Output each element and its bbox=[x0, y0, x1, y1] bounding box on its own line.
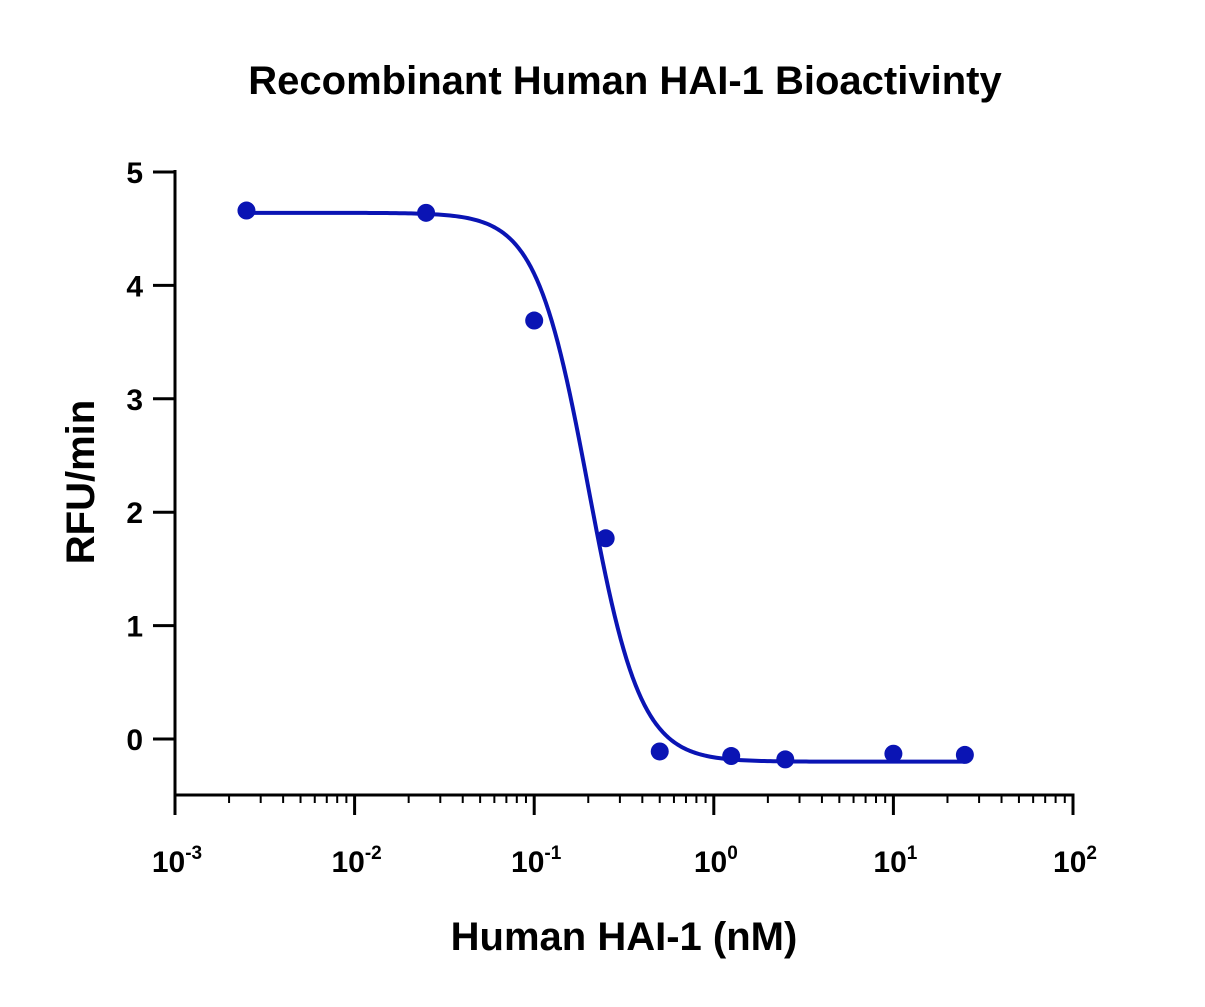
x-axis-label: Human HAI-1 (nM) bbox=[451, 915, 798, 959]
x-tick-label: 10-3 bbox=[152, 843, 202, 879]
data-point bbox=[776, 750, 795, 769]
y-axis-label: RFU/min bbox=[59, 400, 103, 564]
data-point bbox=[884, 744, 903, 763]
data-point bbox=[650, 742, 669, 761]
y-tick-label: 2 bbox=[126, 497, 143, 530]
x-tick-label: 10-1 bbox=[511, 843, 562, 879]
x-tick-label: 102 bbox=[1053, 843, 1097, 879]
data-point bbox=[525, 311, 544, 330]
y-tick-label: 5 bbox=[126, 157, 143, 190]
y-tick-label: 0 bbox=[126, 724, 143, 757]
data-point bbox=[722, 747, 741, 766]
chart-title: Recombinant Human HAI-1 Bioactivinty bbox=[248, 59, 1002, 103]
y-tick-label: 4 bbox=[126, 270, 143, 303]
x-tick-label: 10-2 bbox=[331, 843, 381, 879]
data-point bbox=[955, 745, 974, 764]
data-point bbox=[237, 201, 256, 220]
y-tick-label: 3 bbox=[126, 384, 143, 417]
axes bbox=[173, 170, 1075, 797]
data-point bbox=[596, 529, 615, 548]
data-point bbox=[417, 203, 436, 222]
x-axis-ticks: 10-3 10-2 10-1 100 101 102 bbox=[152, 795, 1097, 879]
y-axis-ticks: 0 1 2 3 4 5 bbox=[126, 157, 175, 757]
y-tick-label: 1 bbox=[126, 611, 143, 644]
x-tick-label: 101 bbox=[873, 843, 917, 879]
fit-curve bbox=[246, 210, 965, 764]
fit-curve-group bbox=[246, 210, 965, 764]
x-tick-label: 100 bbox=[694, 843, 738, 879]
data-points bbox=[237, 201, 974, 769]
